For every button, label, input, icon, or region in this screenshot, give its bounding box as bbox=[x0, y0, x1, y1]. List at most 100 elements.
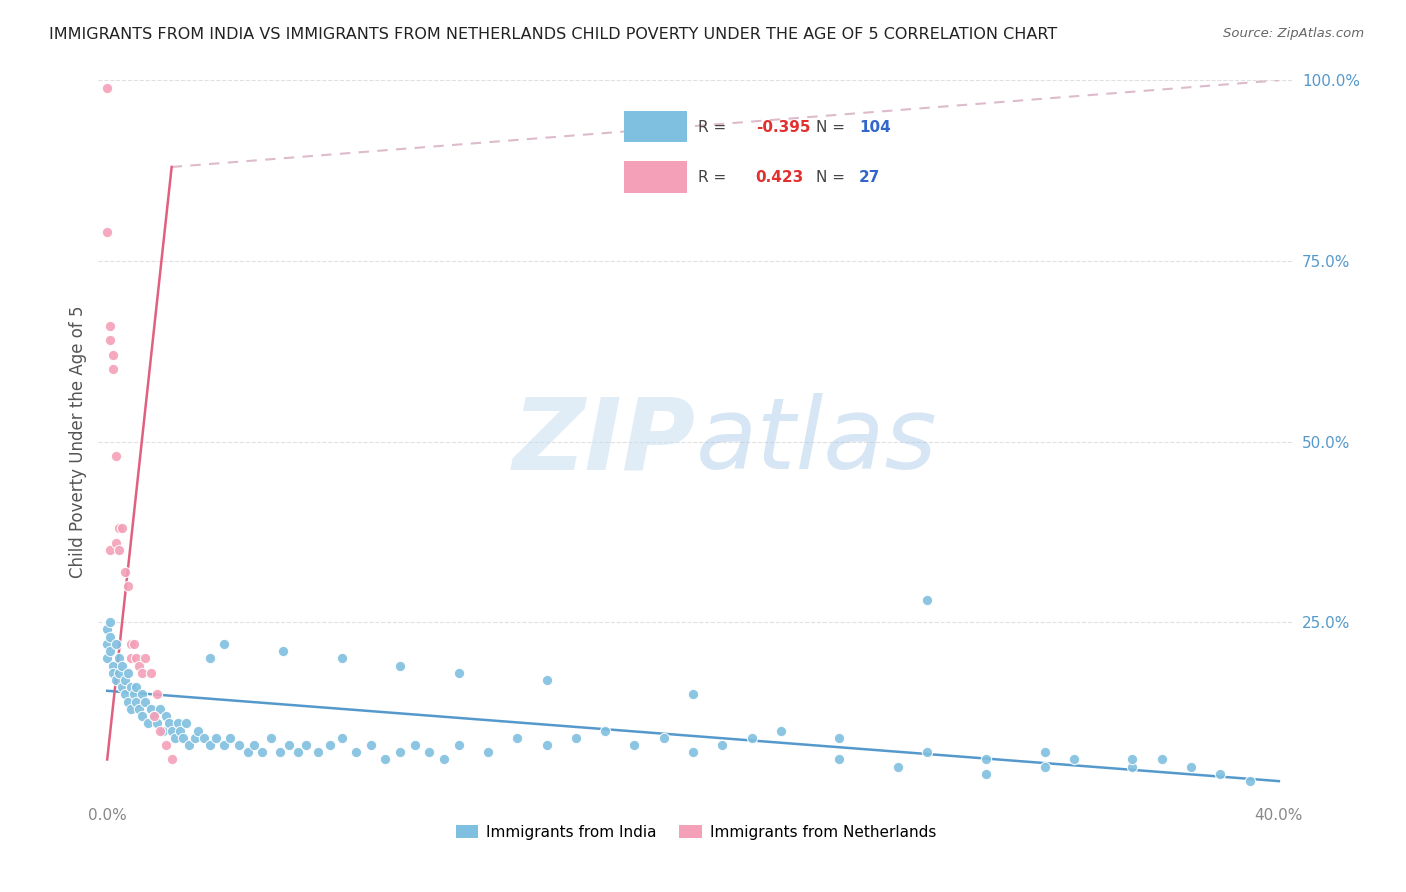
Point bbox=[108, 665, 131, 680]
Point bbox=[155, 738, 177, 752]
Legend: Immigrants from India, Immigrants from Netherlands: Immigrants from India, Immigrants from N… bbox=[450, 819, 942, 846]
Point bbox=[146, 687, 169, 701]
Point bbox=[447, 665, 470, 680]
Point bbox=[122, 637, 145, 651]
Point bbox=[360, 738, 382, 752]
Point bbox=[828, 731, 851, 745]
Point bbox=[125, 680, 148, 694]
Point bbox=[174, 716, 197, 731]
Point bbox=[172, 731, 194, 745]
Point bbox=[105, 449, 127, 463]
Point bbox=[1063, 752, 1085, 766]
Y-axis label: Child Poverty Under the Age of 5: Child Poverty Under the Age of 5 bbox=[69, 305, 87, 578]
Point bbox=[187, 723, 209, 738]
Point bbox=[114, 565, 136, 579]
Point bbox=[682, 745, 704, 759]
Point bbox=[179, 738, 201, 752]
Point bbox=[101, 348, 124, 362]
Point bbox=[96, 225, 118, 239]
Point bbox=[433, 752, 456, 766]
Point bbox=[105, 673, 127, 687]
Point bbox=[125, 695, 148, 709]
Point bbox=[1033, 745, 1056, 759]
Point bbox=[98, 334, 121, 348]
Point bbox=[141, 702, 163, 716]
Point bbox=[98, 615, 121, 630]
Point bbox=[204, 731, 226, 745]
Point bbox=[330, 731, 353, 745]
Point bbox=[682, 687, 704, 701]
Point bbox=[652, 731, 675, 745]
Point bbox=[319, 738, 342, 752]
Point bbox=[711, 738, 734, 752]
Point bbox=[536, 738, 558, 752]
Point bbox=[98, 644, 121, 658]
Point bbox=[536, 673, 558, 687]
Point bbox=[330, 651, 353, 665]
Point bbox=[1150, 752, 1173, 766]
Point bbox=[122, 687, 145, 701]
Point bbox=[117, 665, 139, 680]
Point bbox=[120, 651, 142, 665]
Point bbox=[252, 745, 274, 759]
Point bbox=[374, 752, 396, 766]
Point bbox=[1121, 760, 1143, 774]
Point bbox=[98, 318, 121, 333]
Point bbox=[193, 731, 215, 745]
Point bbox=[887, 760, 910, 774]
Point bbox=[149, 723, 172, 738]
Point bbox=[623, 738, 645, 752]
Text: atlas: atlas bbox=[696, 393, 938, 490]
Point bbox=[108, 651, 131, 665]
Point bbox=[96, 623, 118, 637]
Point bbox=[101, 665, 124, 680]
Point bbox=[96, 651, 118, 665]
Point bbox=[198, 738, 221, 752]
Point bbox=[143, 709, 166, 723]
Point bbox=[96, 637, 118, 651]
Point bbox=[114, 673, 136, 687]
Point bbox=[143, 709, 166, 723]
Point bbox=[105, 637, 127, 651]
Point bbox=[295, 738, 318, 752]
Point bbox=[101, 658, 124, 673]
Point bbox=[228, 738, 250, 752]
Point bbox=[219, 731, 242, 745]
Point bbox=[166, 716, 188, 731]
Point bbox=[108, 521, 131, 535]
Point bbox=[214, 738, 236, 752]
Point bbox=[114, 687, 136, 701]
Point bbox=[404, 738, 426, 752]
Point bbox=[565, 731, 588, 745]
Text: ZIP: ZIP bbox=[513, 393, 696, 490]
Point bbox=[146, 716, 169, 731]
Point bbox=[101, 362, 124, 376]
Point bbox=[117, 579, 139, 593]
Point bbox=[242, 738, 264, 752]
Point bbox=[287, 745, 309, 759]
Point bbox=[98, 542, 121, 557]
Point bbox=[120, 702, 142, 716]
Point bbox=[141, 665, 163, 680]
Point bbox=[111, 680, 134, 694]
Point bbox=[184, 731, 207, 745]
Point bbox=[105, 535, 127, 549]
Point bbox=[111, 521, 134, 535]
Point bbox=[593, 723, 616, 738]
Point bbox=[96, 80, 118, 95]
Point bbox=[477, 745, 499, 759]
Point bbox=[136, 716, 159, 731]
Text: Source: ZipAtlas.com: Source: ZipAtlas.com bbox=[1223, 27, 1364, 40]
Point bbox=[277, 738, 299, 752]
Point bbox=[214, 637, 236, 651]
Point bbox=[917, 593, 939, 607]
Point bbox=[1180, 760, 1202, 774]
Point bbox=[974, 767, 997, 781]
Point bbox=[307, 745, 329, 759]
Point bbox=[131, 709, 153, 723]
Point bbox=[160, 723, 183, 738]
Point bbox=[506, 731, 529, 745]
Text: IMMIGRANTS FROM INDIA VS IMMIGRANTS FROM NETHERLANDS CHILD POVERTY UNDER THE AGE: IMMIGRANTS FROM INDIA VS IMMIGRANTS FROM… bbox=[49, 27, 1057, 42]
Point bbox=[271, 644, 294, 658]
Point bbox=[917, 745, 939, 759]
